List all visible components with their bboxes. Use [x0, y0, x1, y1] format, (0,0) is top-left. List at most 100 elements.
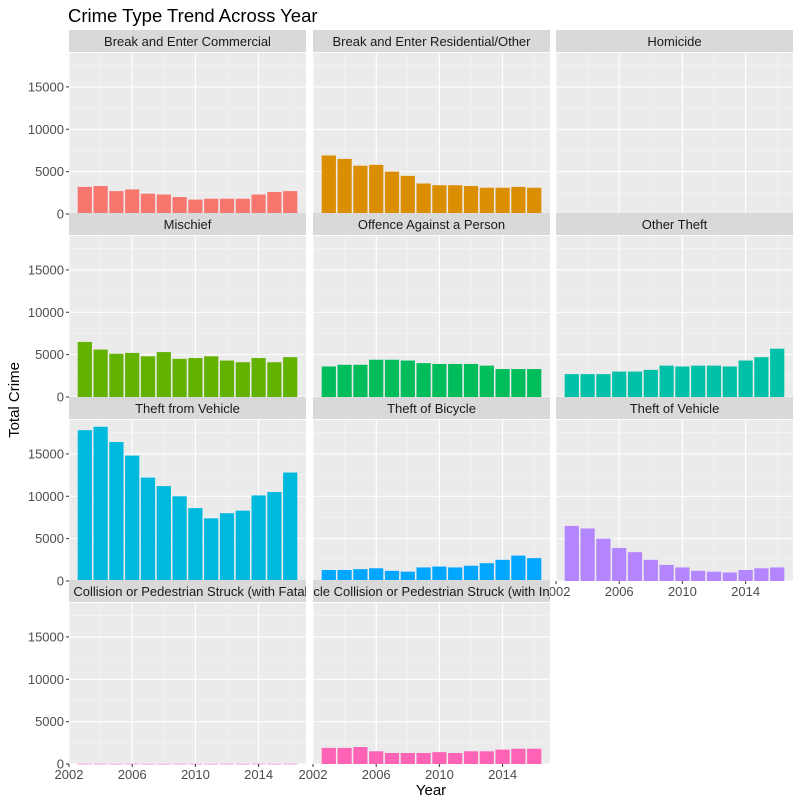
bar	[204, 763, 219, 765]
bar	[432, 185, 447, 214]
bar	[267, 362, 282, 397]
bar	[369, 751, 384, 764]
bar	[770, 348, 785, 397]
bar	[495, 559, 510, 581]
bar	[754, 568, 769, 581]
bar	[235, 763, 250, 765]
bar	[643, 369, 658, 397]
facet-strip-label: Theft of Vehicle	[630, 401, 720, 416]
bar	[156, 486, 171, 581]
y-tick-label: 10000	[28, 489, 64, 504]
bar	[188, 358, 203, 397]
bar	[675, 366, 690, 397]
facet-strip	[556, 213, 793, 235]
facet-strip	[313, 30, 550, 52]
facet-panel: Homicide	[555, 30, 793, 215]
bar	[156, 352, 171, 397]
bar	[416, 363, 431, 397]
panel-background	[556, 420, 793, 581]
panel-background	[556, 236, 793, 397]
bar	[580, 528, 595, 581]
bar	[495, 369, 510, 397]
bar	[527, 187, 542, 214]
facet-strip	[556, 30, 793, 52]
facet-strip-label: Vehicle Collision or Pedestrian Struck (…	[28, 584, 347, 599]
bar	[172, 358, 187, 397]
bar	[527, 748, 542, 764]
bar	[511, 369, 526, 397]
y-tick-label: 10000	[28, 305, 64, 320]
bar	[109, 763, 124, 765]
bar	[251, 194, 266, 214]
bar	[219, 198, 235, 214]
bar	[140, 477, 156, 581]
bar	[267, 191, 282, 214]
bar	[77, 430, 92, 581]
facet-panel: Vehicle Collision or Pedestrian Struck (…	[28, 580, 347, 782]
bar	[251, 495, 266, 581]
bar	[369, 359, 384, 397]
bar	[172, 197, 187, 214]
y-tick-label: 10000	[28, 122, 64, 137]
facet-strip-label: Offence Against a Person	[358, 217, 505, 232]
bar	[722, 572, 737, 581]
bar	[384, 171, 400, 214]
bar	[770, 567, 785, 581]
facet-strip	[69, 213, 306, 235]
bar	[416, 183, 431, 214]
bar	[400, 360, 415, 397]
bar	[204, 198, 219, 214]
facet-strip-label: Break and Enter Residential/Other	[333, 34, 532, 49]
bar	[369, 568, 384, 581]
bar	[93, 763, 108, 765]
bar	[384, 752, 400, 764]
bar	[353, 364, 368, 397]
panel-background	[313, 420, 550, 581]
facet-panel: Other Theft	[555, 213, 793, 398]
bar	[219, 513, 235, 581]
facet-panel: Theft of Bicycle	[312, 397, 550, 582]
facet-panel: Break and Enter Residential/Other	[312, 30, 550, 215]
y-tick-label: 0	[57, 574, 64, 589]
x-tick-label: 2014	[488, 767, 517, 782]
bar	[527, 558, 542, 581]
facet-strip-label: Other Theft	[642, 217, 708, 232]
y-tick-label: 5000	[35, 347, 64, 362]
x-tick-label: 2014	[731, 584, 760, 599]
x-tick-label: 2002	[299, 767, 328, 782]
bar	[321, 366, 336, 397]
facet-panel: Offence Against a Person	[312, 213, 550, 398]
y-tick-label: 15000	[28, 446, 64, 461]
bar	[564, 374, 579, 397]
x-tick-label: 2010	[425, 767, 454, 782]
bar	[188, 199, 203, 214]
bar	[511, 555, 526, 581]
bar	[675, 567, 690, 581]
panel-background	[313, 53, 550, 214]
bar	[235, 198, 250, 214]
bar	[479, 365, 494, 397]
bar	[448, 752, 463, 764]
bar	[463, 363, 479, 397]
bar	[416, 567, 431, 581]
bar	[283, 191, 298, 214]
bar	[691, 365, 706, 397]
bar	[204, 518, 219, 581]
facet-strip-label: Break and Enter Commercial	[104, 34, 271, 49]
bar	[448, 363, 463, 397]
bar	[283, 357, 298, 397]
bar	[691, 570, 706, 581]
bar	[722, 366, 737, 397]
y-tick-label: 15000	[28, 629, 64, 644]
bar	[353, 747, 368, 764]
y-tick-label: 0	[57, 757, 64, 772]
bar	[321, 155, 336, 214]
bar	[432, 752, 447, 764]
facet-strip-label: Homicide	[647, 34, 701, 49]
bar	[337, 364, 352, 397]
x-tick-label: 2002	[55, 767, 84, 782]
facet-strip-label: Theft of Bicycle	[387, 401, 476, 416]
x-tick-label: 2014	[244, 767, 273, 782]
y-tick-label: 0	[57, 207, 64, 222]
